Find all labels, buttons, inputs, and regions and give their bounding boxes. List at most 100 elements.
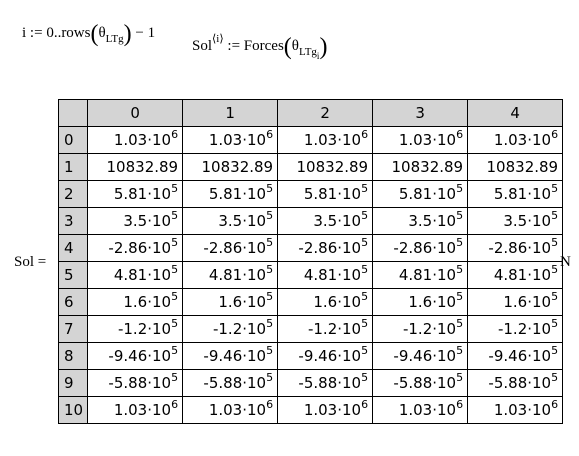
matrix-cell[interactable]: 10832.89	[372, 153, 469, 181]
column-header: 2	[277, 99, 374, 127]
matrix-cell[interactable]: -2.86·105	[182, 234, 279, 262]
matrix-cell[interactable]: 3.5·105	[87, 207, 184, 235]
matrix-cell[interactable]: -1.2·105	[372, 315, 469, 343]
cell-mantissa: -9.46·10	[298, 347, 362, 365]
cell-exponent: 5	[456, 263, 464, 276]
matrix-cell[interactable]: 10832.89	[182, 153, 279, 181]
row-header: 7	[57, 315, 89, 343]
cell-mantissa: 1.03·10	[113, 131, 172, 149]
cell-exponent: 5	[361, 290, 369, 303]
cell-mantissa: -5.88·10	[108, 374, 172, 392]
matrix-cell[interactable]: 1.6·105	[87, 288, 184, 316]
cell-exponent: 5	[171, 371, 179, 384]
cell-mantissa: 5.81·10	[208, 185, 267, 203]
matrix-cell[interactable]: 1.03·106	[182, 396, 279, 424]
matrix-cell[interactable]: 3.5·105	[182, 207, 279, 235]
cell-exponent: 5	[266, 371, 274, 384]
row-header: 5	[57, 261, 89, 289]
matrix-cell[interactable]: -9.46·105	[372, 342, 469, 370]
matrix-cell[interactable]: 1.03·106	[87, 396, 184, 424]
matrix-cell[interactable]: 1.03·106	[182, 126, 279, 154]
matrix-cell[interactable]: -5.88·105	[277, 369, 374, 397]
cell-exponent: 5	[361, 371, 369, 384]
matrix-corner	[57, 99, 89, 127]
matrix-cell[interactable]: 10832.89	[87, 153, 184, 181]
cell-mantissa: 1.6·10	[123, 293, 172, 311]
table-row: 3 3.5·105 3.5·105 3.5·105 3.5·105 3.5·105	[57, 207, 564, 235]
matrix-cell[interactable]: -9.46·105	[87, 342, 184, 370]
column-header: 4	[467, 99, 564, 127]
table-row: 4 -2.86·105 -2.86·105 -2.86·105 -2.86·105 -2.…	[57, 234, 564, 262]
matrix-cell[interactable]: 10832.89	[467, 153, 564, 181]
matrix-cell[interactable]: 4.81·105	[467, 261, 564, 289]
cell-mantissa: 4.81·10	[493, 266, 552, 284]
matrix-cell[interactable]: 1.6·105	[182, 288, 279, 316]
row-header: 10	[57, 396, 89, 424]
cell-exponent: 5	[266, 317, 274, 330]
cell-exponent: 5	[551, 209, 559, 222]
cell-exponent: 5	[361, 209, 369, 222]
matrix-cell[interactable]: 4.81·105	[182, 261, 279, 289]
row-header: 2	[57, 180, 89, 208]
matrix-cell[interactable]: 5.81·105	[467, 180, 564, 208]
matrix-cell[interactable]: 1.03·106	[372, 126, 469, 154]
matrix-cell[interactable]: -5.88·105	[182, 369, 279, 397]
matrix-cell[interactable]: -1.2·105	[87, 315, 184, 343]
cell-exponent: 5	[171, 317, 179, 330]
matrix-cell[interactable]: 1.6·105	[277, 288, 374, 316]
cell-mantissa: 4.81·10	[303, 266, 362, 284]
matrix-cell[interactable]: 10832.89	[277, 153, 374, 181]
matrix-cell[interactable]: 5.81·105	[182, 180, 279, 208]
matrix-cell[interactable]: 1.03·106	[277, 396, 374, 424]
cell-mantissa: -5.88·10	[298, 374, 362, 392]
matrix-cell[interactable]: 4.81·105	[87, 261, 184, 289]
cell-mantissa: 1.03·10	[303, 401, 362, 419]
cell-mantissa: -2.86·10	[298, 239, 362, 257]
matrix-cell[interactable]: -9.46·105	[182, 342, 279, 370]
cell-mantissa: 1.03·10	[208, 401, 267, 419]
matrix-cell[interactable]: -2.86·105	[467, 234, 564, 262]
matrix-cell[interactable]: -1.2·105	[182, 315, 279, 343]
theta-subscript: LTg	[105, 33, 124, 45]
matrix-cell[interactable]: 5.81·105	[277, 180, 374, 208]
matrix-cell[interactable]: 3.5·105	[467, 207, 564, 235]
cell-exponent: 5	[456, 344, 464, 357]
matrix-cell[interactable]: 3.5·105	[372, 207, 469, 235]
matrix-cell[interactable]: 3.5·105	[277, 207, 374, 235]
cell-exponent: 5	[266, 263, 274, 276]
matrix-cell[interactable]: -1.2·105	[467, 315, 564, 343]
matrix-cell[interactable]: 1.6·105	[467, 288, 564, 316]
matrix-cell[interactable]: -9.46·105	[277, 342, 374, 370]
index-variable: i	[22, 25, 27, 41]
result-label: Sol =	[14, 254, 47, 270]
matrix-cell[interactable]: 1.03·106	[467, 396, 564, 424]
matrix-cell[interactable]: -1.2·105	[277, 315, 374, 343]
cell-mantissa: -1.2·10	[212, 320, 267, 338]
cell-mantissa: 1.6·10	[408, 293, 457, 311]
unit-label: N	[560, 254, 571, 270]
matrix-cell[interactable]: 4.81·105	[372, 261, 469, 289]
matrix-cell[interactable]: -5.88·105	[87, 369, 184, 397]
matrix-cell[interactable]: -2.86·105	[277, 234, 374, 262]
open-paren: (	[283, 34, 292, 60]
cell-mantissa: 4.81·10	[208, 266, 267, 284]
matrix-cell[interactable]: 1.6·105	[372, 288, 469, 316]
matrix-cell[interactable]: 4.81·105	[277, 261, 374, 289]
cell-mantissa: 4.81·10	[398, 266, 457, 284]
matrix-cell[interactable]: 1.03·106	[277, 126, 374, 154]
range-definition[interactable]: i := 0..rows(θLTg) − 1	[22, 22, 155, 46]
matrix-cell[interactable]: 5.81·105	[372, 180, 469, 208]
cell-mantissa: 3.5·10	[123, 212, 172, 230]
matrix-cell[interactable]: -5.88·105	[467, 369, 564, 397]
matrix-cell[interactable]: -2.86·105	[87, 234, 184, 262]
matrix-cell[interactable]: 1.03·106	[87, 126, 184, 154]
matrix-cell[interactable]: -9.46·105	[467, 342, 564, 370]
cell-exponent: 5	[551, 263, 559, 276]
matrix-cell[interactable]: -2.86·105	[372, 234, 469, 262]
sol-definition[interactable]: Sol⟨i⟩ := Forces(θLTgi)	[192, 32, 327, 61]
matrix-cell[interactable]: 1.03·106	[372, 396, 469, 424]
matrix-cell[interactable]: 1.03·106	[467, 126, 564, 154]
matrix-cell[interactable]: -5.88·105	[372, 369, 469, 397]
matrix-cell[interactable]: 5.81·105	[87, 180, 184, 208]
